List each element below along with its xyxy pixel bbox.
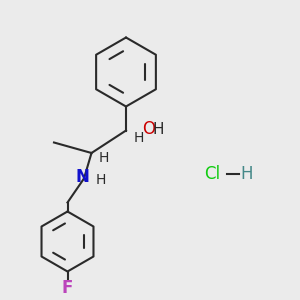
Text: H: H [96,173,106,187]
Text: H: H [240,165,253,183]
Text: H: H [134,131,144,145]
Text: Cl: Cl [204,165,220,183]
Text: H: H [99,151,110,164]
Text: H: H [152,122,164,136]
Text: O: O [142,120,155,138]
Text: F: F [62,279,73,297]
Text: N: N [76,168,89,186]
